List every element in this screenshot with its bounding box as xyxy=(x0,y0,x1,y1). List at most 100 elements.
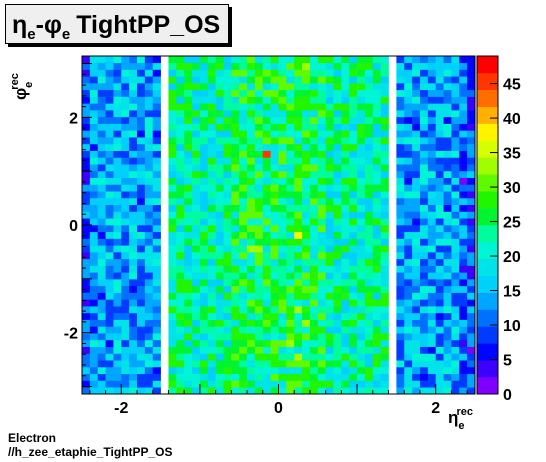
heatmap-cell xyxy=(223,339,232,347)
heatmap-cell xyxy=(459,123,468,131)
heatmap-cell xyxy=(419,285,429,293)
heatmap-cell xyxy=(278,231,287,239)
heatmap-cell xyxy=(97,346,106,354)
heatmap-cell xyxy=(278,76,287,84)
heatmap-cell xyxy=(223,373,232,381)
heatmap-cell xyxy=(239,285,248,293)
heatmap-cell xyxy=(435,333,444,341)
heatmap-cell xyxy=(137,83,146,91)
heatmap-cell xyxy=(192,150,201,158)
heatmap-cell xyxy=(333,191,342,199)
heatmap-cell xyxy=(262,157,271,165)
heatmap-cell xyxy=(364,238,374,246)
heatmap-cell xyxy=(467,387,476,395)
heatmap-cell xyxy=(184,69,193,77)
heatmap-cell xyxy=(144,110,154,118)
heatmap-cell xyxy=(223,204,232,212)
heatmap-cell xyxy=(325,366,334,375)
heatmap-cell xyxy=(176,299,185,307)
heatmap-cell xyxy=(129,265,138,273)
heatmap-cell xyxy=(184,116,193,124)
heatmap-cell xyxy=(443,62,452,70)
heatmap-cell xyxy=(427,177,436,185)
heatmap-cell xyxy=(168,279,177,287)
heatmap-cell xyxy=(152,150,161,158)
heatmap-cell xyxy=(168,245,177,253)
heatmap-cell xyxy=(467,62,476,70)
heatmap-cell xyxy=(223,123,232,131)
heatmap-cell xyxy=(262,360,271,368)
heatmap-cell xyxy=(82,157,91,165)
heatmap-cell xyxy=(364,312,374,320)
heatmap-cell xyxy=(435,164,444,172)
heatmap-cell xyxy=(309,245,319,253)
chart-title: ηe-φe TightPP_OS xyxy=(5,4,229,44)
heatmap-cell xyxy=(137,279,146,287)
heatmap-cell xyxy=(129,245,138,253)
heatmap-cell xyxy=(137,204,146,212)
heatmap-cell xyxy=(144,191,154,199)
heatmap-cell xyxy=(215,366,224,375)
heatmap-cell xyxy=(419,319,429,327)
heatmap-cell xyxy=(412,346,421,354)
heatmap-cell xyxy=(137,157,146,165)
heatmap-cell xyxy=(121,170,130,178)
heatmap-cell xyxy=(215,319,224,327)
heatmap-cell xyxy=(278,339,287,347)
heatmap-cell xyxy=(254,83,264,91)
heatmap-cell xyxy=(184,83,193,91)
color-scale-band xyxy=(477,225,498,243)
heatmap-cell xyxy=(254,211,264,219)
heatmap-cell xyxy=(294,245,303,253)
heatmap-cell xyxy=(325,110,334,118)
heatmap-cell xyxy=(309,110,319,118)
heatmap-cell xyxy=(357,76,366,84)
heatmap-cell xyxy=(286,380,295,388)
heatmap-cell xyxy=(349,170,358,178)
heatmap-cell xyxy=(419,191,429,199)
heatmap-cell xyxy=(239,292,248,300)
heatmap-cell xyxy=(372,177,381,185)
heatmap-cell xyxy=(137,339,146,347)
heatmap-cell xyxy=(247,326,256,334)
heatmap-cell xyxy=(333,116,342,124)
heatmap-cell xyxy=(168,346,177,354)
heatmap-cell xyxy=(380,366,389,375)
heatmap-cell xyxy=(412,56,421,64)
heatmap-cell xyxy=(184,164,193,172)
heatmap-cell xyxy=(372,319,381,327)
heatmap-cell xyxy=(176,238,185,246)
heatmap-cell xyxy=(349,184,358,192)
heatmap-cell xyxy=(207,353,216,361)
heatmap-cell xyxy=(97,366,106,375)
heatmap-cell xyxy=(168,265,177,273)
heatmap-cell xyxy=(349,225,358,233)
heatmap-cell xyxy=(262,373,271,381)
heatmap-cell xyxy=(199,346,209,354)
heatmap-cell xyxy=(467,204,476,212)
heatmap-cell xyxy=(152,366,161,375)
heatmap-cell xyxy=(427,326,436,334)
heatmap-cell xyxy=(317,319,326,327)
heatmap-cell xyxy=(459,360,468,368)
heatmap-cell xyxy=(364,346,374,354)
heatmap-cell xyxy=(443,380,452,388)
heatmap-cell xyxy=(341,292,350,300)
heatmap-cell xyxy=(113,285,122,293)
heatmap-cell xyxy=(105,387,114,395)
heatmap-cell xyxy=(451,184,460,192)
heatmap-cell xyxy=(168,191,177,199)
heatmap-cell xyxy=(176,56,185,64)
heatmap-cell xyxy=(97,83,106,91)
heatmap-cell xyxy=(412,96,421,104)
color-scale-band xyxy=(477,208,498,226)
heatmap-cell xyxy=(89,373,99,381)
heatmap-cell xyxy=(231,258,240,266)
heatmap-cell xyxy=(254,157,264,165)
heatmap-cell xyxy=(357,265,366,273)
heatmap-cell xyxy=(129,272,138,280)
heatmap-cell xyxy=(137,265,146,273)
heatmap-cell xyxy=(333,245,342,253)
heatmap-cell xyxy=(309,137,319,145)
heatmap-cell xyxy=(412,326,421,334)
